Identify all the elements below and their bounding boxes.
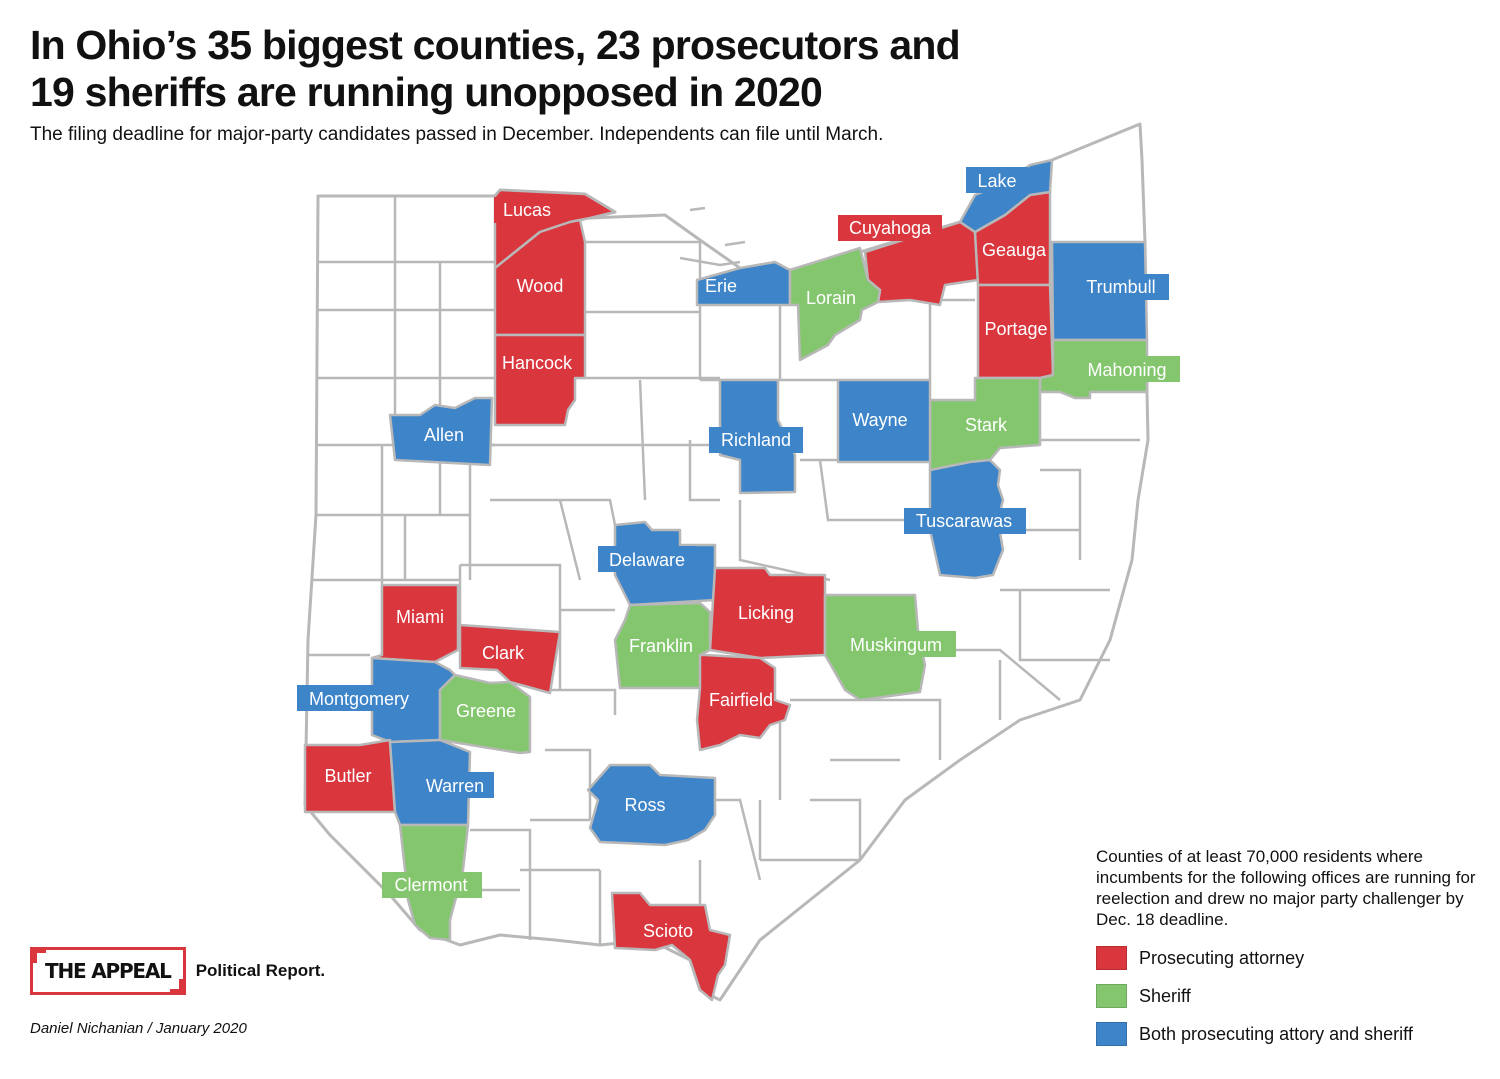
label-geauga-text: Geauga — [982, 240, 1047, 260]
label-allen: Allen — [424, 425, 464, 445]
label-scioto-text: Scioto — [643, 921, 693, 941]
label-lucas-text: Lucas — [503, 200, 551, 220]
county-scioto — [610, 891, 732, 1002]
legend-swatch-both — [1096, 1022, 1127, 1046]
label-delaware-text: Delaware — [609, 550, 685, 570]
map-subtitle: The filing deadline for major-party cand… — [30, 124, 884, 145]
legend-label-sheriff: Sheriff — [1139, 985, 1191, 1006]
legend-item-prosecutor: Prosecuting attorney — [1096, 946, 1491, 970]
label-scioto: Scioto — [643, 921, 693, 941]
label-clermont-text: Clermont — [394, 875, 467, 895]
label-stark: Stark — [965, 415, 1008, 435]
county-allen — [388, 396, 494, 467]
label-lorain: Lorain — [806, 288, 856, 308]
county-lorain — [788, 246, 882, 362]
label-trumbull: Trumbull — [1075, 274, 1169, 300]
label-fairfield-text: Fairfield — [709, 690, 773, 710]
label-lake-text: Lake — [977, 171, 1016, 191]
logo-box: THE APPEAL — [30, 947, 186, 995]
label-mahoning-text: Mahoning — [1087, 360, 1166, 380]
logo-name: THE APPEAL — [37, 953, 179, 989]
legend-description: Counties of at least 70,000 residents wh… — [1096, 847, 1476, 929]
label-ross: Ross — [624, 795, 665, 815]
label-muskingum: Muskingum — [836, 631, 956, 657]
label-licking-text: Licking — [738, 603, 794, 623]
label-tuscarawas: Tuscarawas — [904, 508, 1026, 534]
label-richland: Richland — [709, 427, 803, 453]
map-title: In Ohio’s 35 biggest counties, 23 prosec… — [30, 22, 1130, 116]
label-lucas: Lucas — [494, 197, 560, 223]
label-clark-text: Clark — [482, 643, 525, 663]
label-stark-text: Stark — [965, 415, 1008, 435]
label-mahoning: Mahoning — [1074, 356, 1180, 382]
label-tuscarawas-text: Tuscarawas — [916, 511, 1012, 531]
label-wood: Wood — [517, 276, 564, 296]
county-hancock — [493, 333, 587, 427]
the-appeal-logo: THE APPEAL Political Report. — [30, 947, 325, 995]
legend-item-both: Both prosecuting attory and sheriff — [1096, 1022, 1491, 1046]
lake-erie-shoreline — [679, 206, 746, 267]
label-muskingum-text: Muskingum — [850, 635, 942, 655]
label-portage-text: Portage — [984, 319, 1047, 339]
label-cuyahoga-text: Cuyahoga — [849, 218, 932, 238]
label-montgomery-text: Montgomery — [309, 689, 409, 709]
county-greene — [438, 673, 532, 755]
title-line-1: In Ohio’s 35 biggest counties, 23 prosec… — [30, 22, 961, 68]
label-clermont: Clermont — [382, 872, 482, 898]
county-wayne — [836, 378, 932, 464]
label-montgomery: Montgomery — [297, 685, 421, 711]
label-erie: Erie — [705, 276, 737, 296]
legend-swatch-prosecutor — [1096, 946, 1127, 970]
legend-swatch-sheriff — [1096, 984, 1127, 1008]
credit-line: Daniel Nichanian / January 2020 — [30, 1020, 247, 1037]
label-wayne: Wayne — [852, 410, 907, 430]
county-ross — [586, 763, 717, 847]
label-erie-text: Erie — [705, 276, 737, 296]
legend-label-prosecutor: Prosecuting attorney — [1139, 947, 1305, 968]
label-portage: Portage — [984, 319, 1047, 339]
label-hancock-text: Hancock — [502, 353, 573, 373]
label-butler: Butler — [324, 766, 371, 786]
label-miami: Miami — [396, 607, 444, 627]
label-warren: Warren — [416, 772, 494, 798]
title-line-2: 19 sheriffs are running unopposed in 202… — [30, 69, 823, 115]
label-greene-text: Greene — [456, 701, 516, 721]
legend-item-sheriff: Sheriff — [1096, 984, 1491, 1008]
label-trumbull-text: Trumbull — [1086, 277, 1155, 297]
label-wayne-text: Wayne — [852, 410, 907, 430]
label-warren-text: Warren — [426, 776, 484, 796]
label-greene: Greene — [456, 701, 516, 721]
label-cuyahoga: Cuyahoga — [838, 215, 942, 241]
label-delaware: Delaware — [598, 546, 696, 572]
label-wood-text: Wood — [517, 276, 564, 296]
legend: Counties of at least 70,000 residents wh… — [1096, 846, 1491, 1060]
label-lake: Lake — [966, 167, 1028, 193]
label-butler-text: Butler — [324, 766, 371, 786]
label-franklin-text: Franklin — [629, 636, 693, 656]
county-fairfield — [695, 653, 792, 752]
label-lorain-text: Lorain — [806, 288, 856, 308]
logo-suffix: Political Report. — [195, 961, 326, 980]
label-licking: Licking — [738, 603, 794, 623]
label-hancock: Hancock — [502, 353, 573, 373]
label-clark: Clark — [482, 643, 525, 663]
label-allen-text: Allen — [424, 425, 464, 445]
label-ross-text: Ross — [624, 795, 665, 815]
label-geauga: Geauga — [982, 240, 1047, 260]
label-richland-text: Richland — [721, 430, 791, 450]
label-miami-text: Miami — [396, 607, 444, 627]
label-franklin: Franklin — [629, 636, 693, 656]
legend-label-both: Both prosecuting attory and sheriff — [1139, 1023, 1413, 1044]
label-fairfield: Fairfield — [709, 690, 773, 710]
